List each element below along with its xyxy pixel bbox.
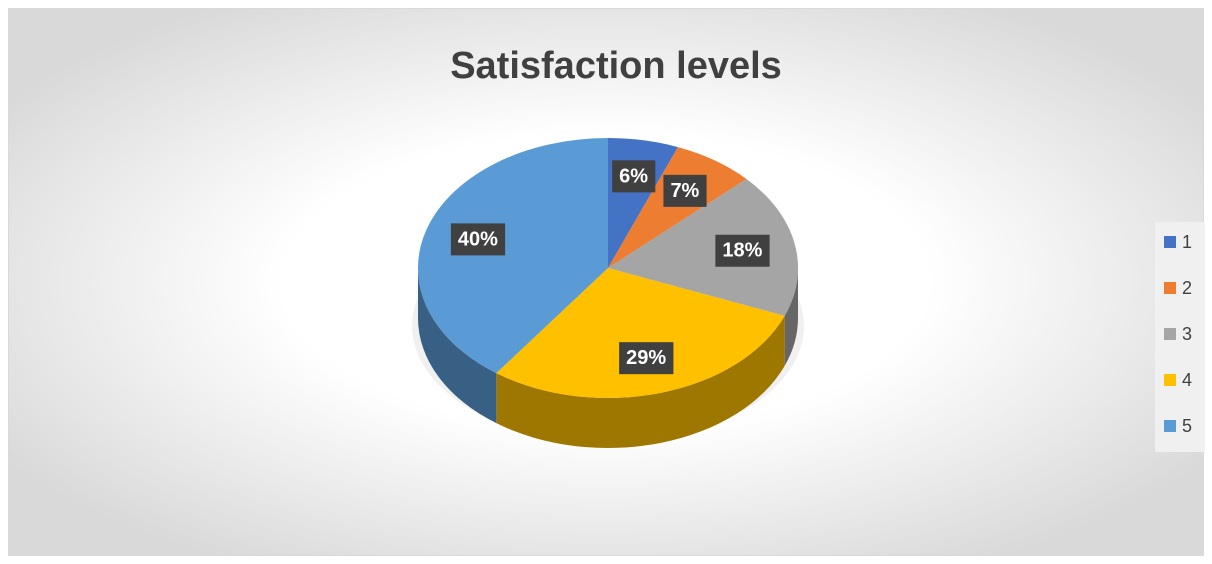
pie-slice (496, 268, 785, 398)
data-label-box (450, 223, 506, 256)
data-label-box (715, 234, 770, 267)
data-label-box (663, 174, 707, 207)
data-label: 40% (450, 223, 506, 256)
data-label-text: 18% (722, 240, 762, 262)
legend-label: 2 (1182, 278, 1192, 298)
legend-swatch (1164, 420, 1176, 432)
legend-swatch (1164, 374, 1176, 386)
data-label: 18% (715, 234, 770, 267)
slice-side (418, 268, 497, 424)
legend-swatch (1164, 328, 1176, 340)
chart-title: Satisfaction levels (450, 45, 782, 87)
legend-label: 3 (1182, 324, 1192, 344)
data-label-text: 7% (670, 180, 699, 202)
data-label-box (619, 342, 674, 375)
legend-label: 4 (1182, 370, 1192, 390)
slice-side (784, 268, 798, 366)
data-label-text: 29% (626, 347, 666, 369)
legend-swatch (1164, 236, 1176, 248)
data-label-box (612, 160, 656, 193)
pie-slice (608, 179, 799, 316)
data-label: 6% (612, 160, 656, 193)
pie-slice (608, 147, 747, 268)
pie-slice (418, 138, 608, 374)
legend-label: 1 (1182, 232, 1192, 252)
data-label: 7% (663, 174, 707, 207)
legend-box (1155, 222, 1205, 452)
slice-side (496, 315, 785, 448)
data-label: 29% (619, 342, 674, 375)
legend-swatch (1164, 282, 1176, 294)
data-label-text: 40% (458, 228, 498, 250)
data-label-text: 6% (619, 165, 648, 187)
legend-label: 5 (1182, 416, 1192, 436)
